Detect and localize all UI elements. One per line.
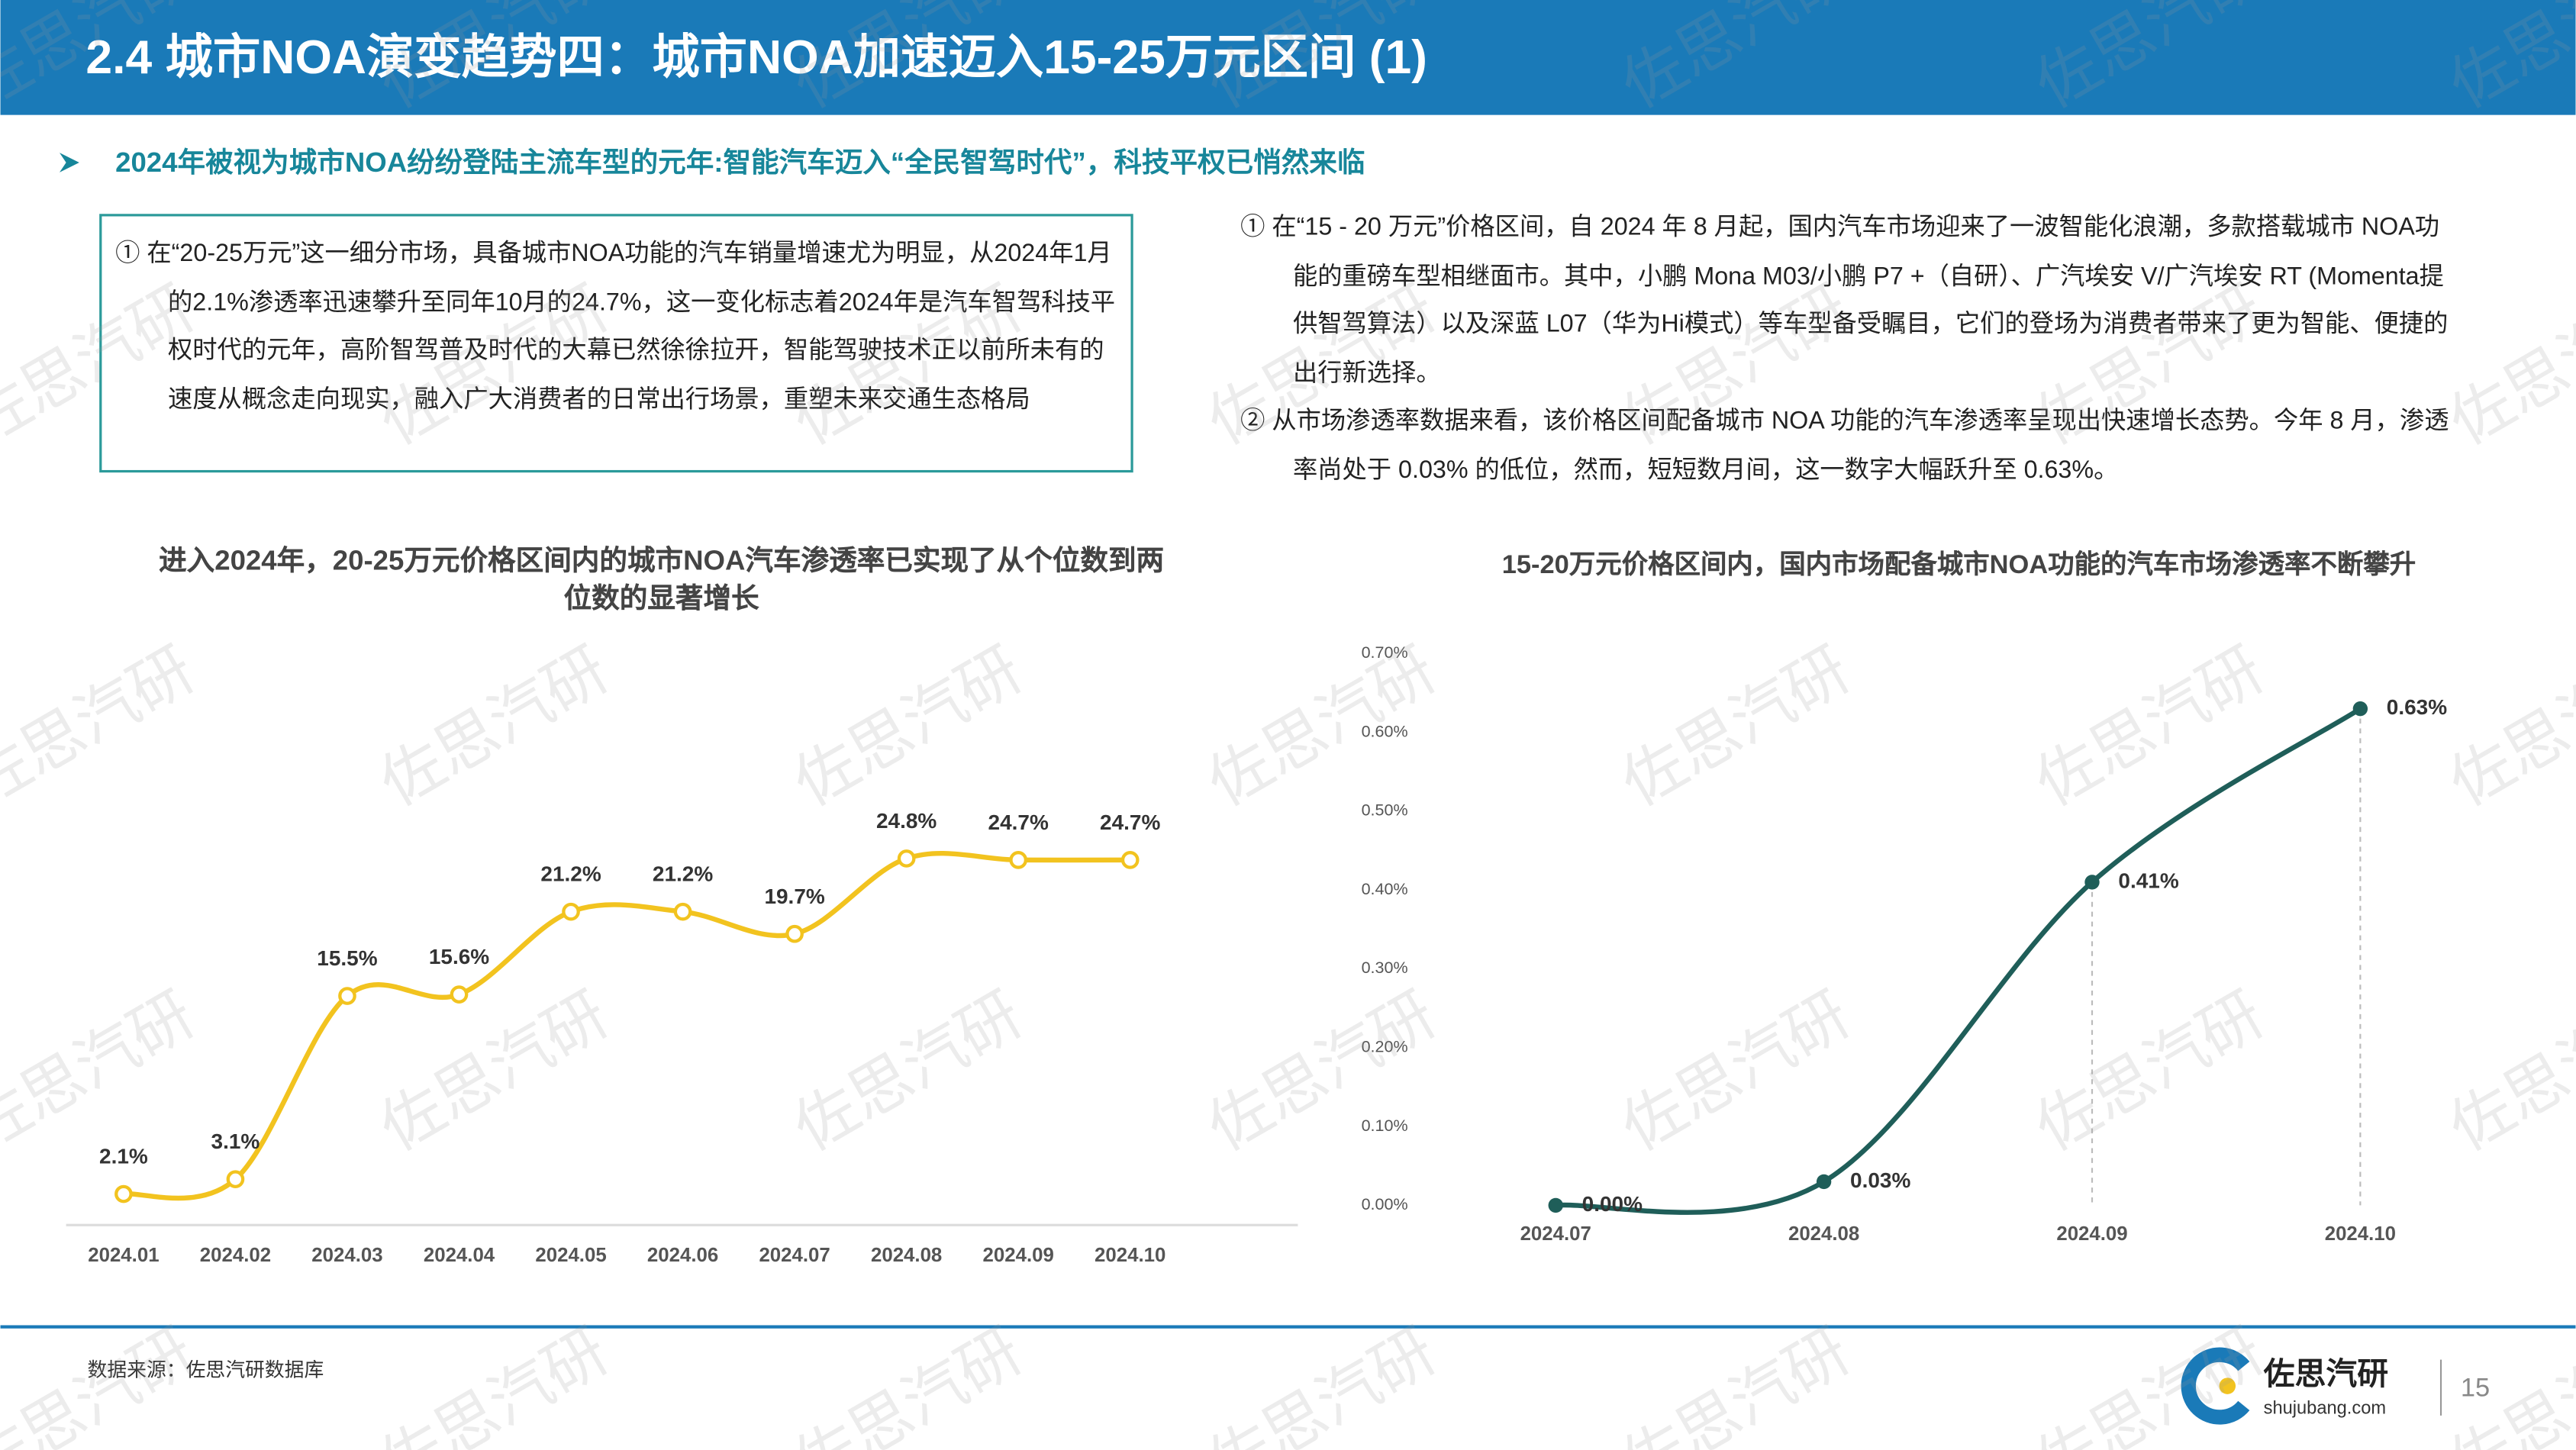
x-tick-label: 2024.09 <box>983 1245 1054 1266</box>
header-band <box>0 0 2576 115</box>
logo-mark <box>2181 1347 2250 1425</box>
data-label: 15.6% <box>429 945 489 968</box>
data-label: 0.63% <box>2387 695 2447 719</box>
y-tick-label: 0.70% <box>1362 643 1408 662</box>
chart2-title-container: 15-20万元价格区间内，国内市场配备城市NOA功能的汽车市场渗透率不断攀升 <box>1501 551 2416 580</box>
point <box>114 1184 133 1204</box>
watermark: 佐思汽研 <box>782 634 1033 819</box>
x-tick-label: 2024.01 <box>88 1245 159 1266</box>
point <box>2352 701 2368 717</box>
chart-title: 15-20万元价格区间内，国内市场配备城市NOA功能的汽车市场渗透率不断攀升 <box>1501 551 2416 580</box>
data-label: 19.7% <box>764 884 824 908</box>
line-series <box>1555 706 2362 1215</box>
x-tick-label: 2024.02 <box>200 1245 271 1266</box>
brand: 佐思汽研 <box>2263 1356 2389 1391</box>
x-tick-label: 2024.08 <box>871 1245 942 1266</box>
data-label: 0.00% <box>1582 1192 1643 1216</box>
data-label: 24.7% <box>1100 810 1160 834</box>
y-tick-label: 0.40% <box>1362 880 1408 898</box>
right-note: ① 在“15 - 20 万元”价格区间，自 2024 年 8 月起，国内汽车市场… <box>1240 213 2449 387</box>
watermark: 佐思汽研 <box>1610 634 1862 819</box>
watermark: 佐思汽研 <box>369 634 620 819</box>
y-tick-label: 0.60% <box>1362 722 1408 740</box>
point <box>897 849 916 868</box>
point <box>2084 875 2100 890</box>
logo-dot <box>2219 1378 2236 1394</box>
watermark: 佐思汽研 <box>782 979 1033 1164</box>
bullet-arrow <box>59 153 79 172</box>
y-tick-label: 0.30% <box>1362 959 1408 977</box>
watermark: 佐思汽研 <box>2438 979 2576 1164</box>
x-tick-label: 2024.04 <box>424 1245 495 1266</box>
x-tick-label: 2024.10 <box>1095 1245 1165 1266</box>
note-box <box>99 214 1133 473</box>
point <box>338 987 356 1005</box>
point <box>1009 851 1028 869</box>
x-tick-label: 2024.05 <box>535 1245 606 1266</box>
watermark: 佐思汽研 <box>1610 979 1862 1164</box>
data-label: 24.8% <box>876 809 937 833</box>
point <box>450 985 469 1004</box>
point <box>785 924 804 943</box>
x-tick-label: 2024.08 <box>1788 1223 1859 1245</box>
x-tick-label: 2024.07 <box>1520 1223 1591 1245</box>
x-tick-label: 2024.07 <box>759 1245 830 1266</box>
watermark: 佐思汽研 <box>2438 634 2576 819</box>
watermark: 佐思汽研 <box>782 1316 1033 1450</box>
data-label: 15.5% <box>317 946 377 970</box>
y-tick-label: 0.20% <box>1362 1038 1408 1056</box>
right-notes-container: ① 在“15 - 20 万元”价格区间，自 2024 年 8 月起，国内汽车市场… <box>1240 204 2464 495</box>
watermark: 佐思汽研 <box>2024 1316 2275 1450</box>
watermark: 佐思汽研 <box>0 979 206 1164</box>
right-notes: ① 在“15 - 20 万元”价格区间，自 2024 年 8 月起，国内汽车市场… <box>1240 204 2464 495</box>
data-label: 24.7% <box>988 810 1049 834</box>
point <box>1120 851 1140 869</box>
site: shujubang.com <box>2264 1398 2386 1418</box>
watermark: 佐思汽研 <box>1197 634 1448 819</box>
watermark: 佐思汽研 <box>1197 979 1448 1164</box>
watermark: 佐思汽研 <box>2024 634 2275 819</box>
watermark: 佐思汽研 <box>2024 979 2275 1164</box>
point <box>226 1170 245 1189</box>
page-number: 15 <box>2461 1373 2490 1402</box>
watermark: 佐思汽研 <box>0 634 206 819</box>
data-label: 2.1% <box>99 1145 148 1168</box>
y-tick-label: 0.10% <box>1362 1116 1408 1135</box>
watermark: 佐思汽研 <box>0 1316 206 1450</box>
x-tick-label: 2024.09 <box>2056 1223 2127 1245</box>
subtitle: 2024年被视为城市NOA纷纷登陆主流车型的元年:智能汽车迈入“全民智驾时代”，… <box>115 147 1365 178</box>
watermark: 佐思汽研 <box>1610 1316 1862 1450</box>
source: 数据来源：佐思汽研数据库 <box>88 1359 324 1381</box>
left-note-container: ① 在“20-25万元”这一细分市场，具备城市NOA功能的汽车销量增速尤为明显，… <box>115 240 1116 414</box>
watermark: 佐思汽研 <box>1197 1316 1448 1450</box>
point <box>1816 1174 1832 1190</box>
data-label: 21.2% <box>653 862 713 886</box>
line-series <box>123 850 1130 1201</box>
y-tick-label: 0.50% <box>1362 801 1408 820</box>
watermark: 佐思汽研 <box>2438 1316 2576 1450</box>
x-tick-label: 2024.03 <box>311 1245 382 1266</box>
point <box>562 902 580 921</box>
data-label: 0.41% <box>2118 868 2178 892</box>
point <box>1548 1197 1563 1213</box>
x-tick-label: 2024.10 <box>2325 1223 2396 1245</box>
data-label: 0.03% <box>1850 1168 1910 1192</box>
data-label: 3.1% <box>211 1129 260 1153</box>
chart-title: 进入2024年，20-25万元价格区间内的城市NOA汽车渗透率已实现了从个位数到… <box>159 545 1165 614</box>
watermark: 佐思汽研 <box>369 979 620 1164</box>
data-label: 21.2% <box>540 862 601 886</box>
x-tick-label: 2024.06 <box>647 1245 718 1266</box>
right-note: ② 从市场渗透率数据来看，该价格区间配备城市 NOA 功能的汽车渗透率呈现出快速… <box>1240 407 2449 484</box>
watermark: 佐思汽研 <box>369 1316 620 1450</box>
chart1-title-container: 进入2024年，20-25万元价格区间内的城市NOA汽车渗透率已实现了从个位数到… <box>159 545 1165 614</box>
header-title: 2.4 城市NOA演变趋势四：城市NOA加速迈入15-25万元区间 (1) <box>85 31 1427 84</box>
point <box>673 902 692 921</box>
left-note: ① 在“20-25万元”这一细分市场，具备城市NOA功能的汽车销量增速尤为明显，… <box>115 240 1116 414</box>
y-tick-label: 0.00% <box>1362 1195 1408 1213</box>
